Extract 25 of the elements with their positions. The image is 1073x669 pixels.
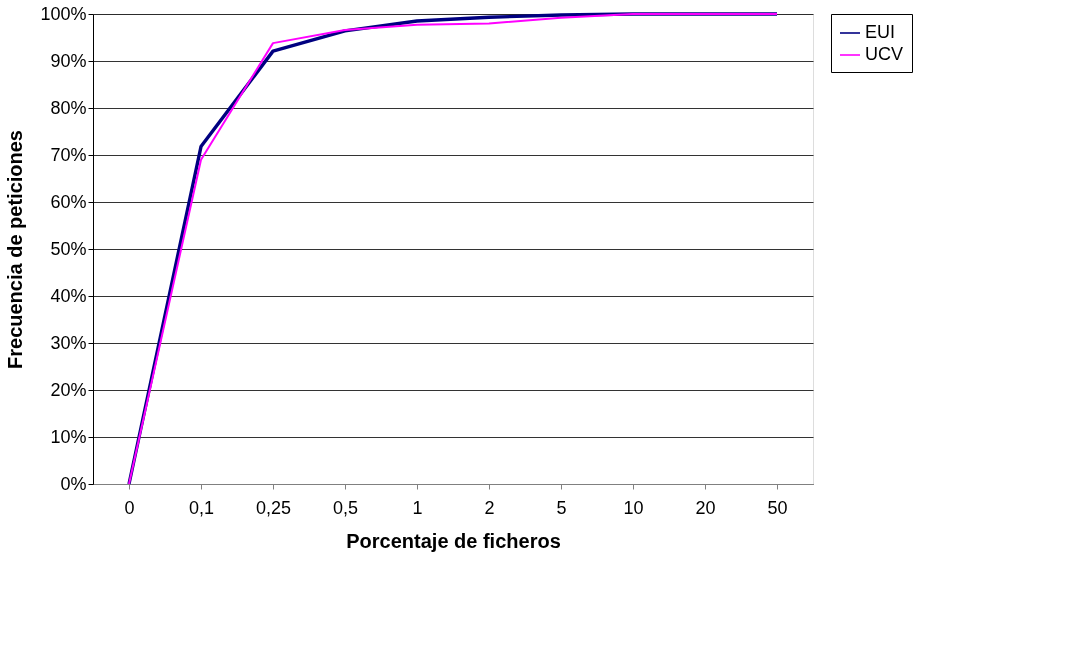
- y-tick-label: 30%: [50, 332, 87, 353]
- y-tick-label: 40%: [50, 285, 87, 306]
- x-tick-label: 0,1: [188, 497, 215, 518]
- x-tick-label: 2: [484, 497, 495, 518]
- y-tick-label: 20%: [50, 379, 87, 400]
- x-tick-label: 0,25: [255, 497, 292, 518]
- y-tick-label: 80%: [50, 97, 87, 118]
- legend-label: UCV: [865, 44, 904, 64]
- x-tick-label: 10: [623, 497, 644, 518]
- y-tick-label: 10%: [50, 426, 87, 447]
- legend-label: EUI: [865, 22, 896, 42]
- x-tick-label: 0,5: [332, 497, 359, 518]
- y-tick-label: 50%: [50, 238, 87, 259]
- x-tick-label: 1: [412, 497, 423, 518]
- x-tick-label: 50: [767, 497, 788, 518]
- x-axis-title: Porcentaje de ficheros: [346, 529, 561, 552]
- x-tick-label: 5: [556, 497, 567, 518]
- y-tick-label: 0%: [60, 473, 87, 494]
- y-tick-label: 90%: [50, 50, 87, 71]
- y-axis-title: Frecuencia de peticiones: [4, 130, 27, 369]
- y-tick-label: 70%: [50, 144, 87, 165]
- y-tick-label: 100%: [40, 3, 87, 24]
- x-tick-label: 0: [124, 497, 135, 518]
- y-tick-label: 60%: [50, 191, 87, 212]
- x-tick-label: 20: [695, 497, 716, 518]
